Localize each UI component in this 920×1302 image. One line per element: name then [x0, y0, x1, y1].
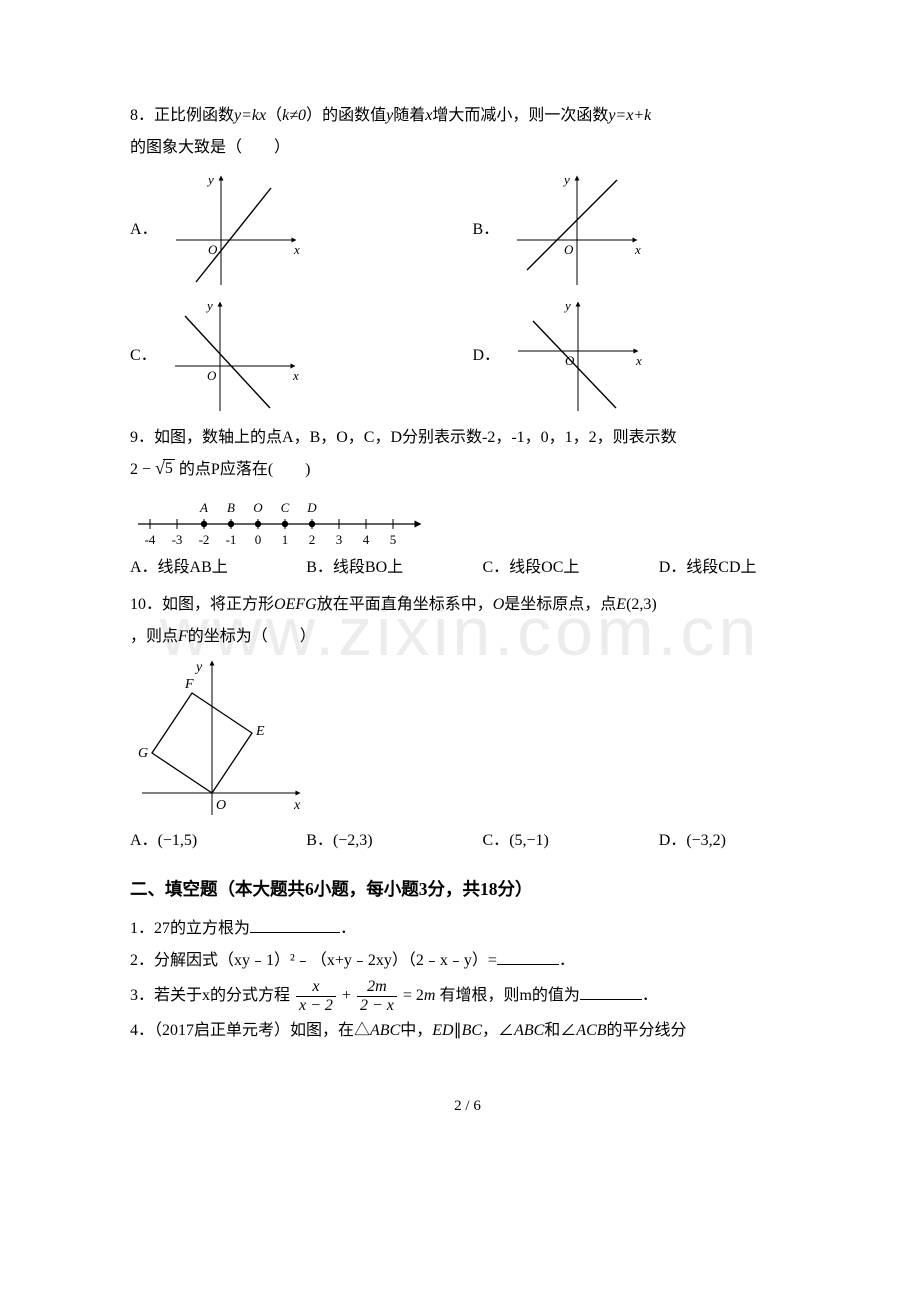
q10-stem-l1: 10．如图，将正方形OEFG放在平面直角坐标系中，O是坐标原点，点E(2,3): [130, 589, 805, 621]
svg-text:1: 1: [282, 532, 289, 547]
q10-options: A．(−1,5) B．(−2,3) C．(5,−1) D．(−3,2): [130, 827, 805, 856]
q10-opt-d: D．(−3,2): [659, 827, 805, 856]
sqrt-icon: √5: [155, 459, 175, 478]
q8-opt-a: A． x y O: [130, 170, 463, 290]
svg-text:O: O: [564, 242, 574, 257]
q10-opt-c: C．(5,−1): [483, 827, 629, 856]
fill-4: 4．（2017启正单元考）如图，在△ABC中，ED∥BC，∠ABC和∠ACB的平…: [130, 1015, 805, 1047]
svg-text:0: 0: [255, 532, 262, 547]
q8-graph-c: x y O: [165, 296, 305, 416]
q8-graph-b: x y O: [507, 170, 647, 290]
q8-graph-a: x y O: [166, 170, 306, 290]
q8-stem: 8．正比例函数y=kx（k≠0）的函数值y随着x增大而减小，则一次函数y=x+k…: [130, 100, 805, 164]
svg-text:O: O: [207, 368, 217, 383]
q8-opt-c: C． x y O: [130, 296, 463, 416]
svg-text:x: x: [635, 353, 642, 368]
blank-input: [497, 949, 559, 965]
q8-row2: C． x y O D． x: [130, 296, 805, 416]
svg-text:O: O: [208, 242, 218, 257]
question-8: 8．正比例函数y=kx（k≠0）的函数值y随着x增大而减小，则一次函数y=x+k…: [130, 100, 805, 416]
svg-text:y: y: [206, 172, 214, 187]
q9-opt-b: B．线段BO上: [306, 554, 452, 583]
fill-1: 1．27的立方根为．: [130, 913, 805, 945]
q9-options: A．线段AB上 B．线段BO上 C．线段OC上 D．线段CD上: [130, 554, 805, 583]
svg-text:y: y: [205, 298, 213, 313]
section-2-heading: 二、填空题（本大题共6小题，每小题3分，共18分）: [130, 874, 805, 906]
svg-text:y: y: [562, 172, 570, 187]
svg-text:F: F: [184, 677, 194, 692]
svg-text:A: A: [199, 500, 208, 515]
fraction: 2m2 − x: [357, 979, 397, 1014]
blank-input: [580, 984, 642, 1000]
svg-text:-2: -2: [199, 532, 210, 547]
q10-opt-b: B．(−2,3): [306, 827, 452, 856]
svg-text:3: 3: [336, 532, 343, 547]
q10-opt-a: A．(−1,5): [130, 827, 276, 856]
svg-text:x: x: [293, 242, 300, 257]
q9-stem-l1: 9．如图，数轴上的点A，B，O，C，D分别表示数-2，-1，0，1，2，则表示数: [130, 422, 805, 454]
svg-text:2: 2: [309, 532, 316, 547]
svg-text:-3: -3: [172, 532, 183, 547]
question-10: 10．如图，将正方形OEFG放在平面直角坐标系中，O是坐标原点，点E(2,3) …: [130, 589, 805, 856]
q9-opt-c: C．线段OC上: [483, 554, 629, 583]
svg-text:-1: -1: [226, 532, 237, 547]
svg-text:4: 4: [363, 532, 370, 547]
svg-text:G: G: [138, 746, 148, 761]
svg-text:O: O: [216, 798, 226, 813]
q8-number: 8．: [130, 107, 154, 124]
svg-text:x: x: [634, 242, 641, 257]
q10-stem-l2: ，则点F的坐标为（ ）: [130, 621, 805, 653]
svg-text:B: B: [227, 500, 235, 515]
svg-text:y: y: [563, 298, 571, 313]
svg-text:C: C: [281, 500, 290, 515]
svg-text:5: 5: [390, 532, 397, 547]
svg-text:-4: -4: [145, 532, 156, 547]
q8-row1: A． x y O B． x: [130, 170, 805, 290]
fill-3: 3．若关于x的分式方程 xx − 2 + 2m2 − x = 2m 有增根，则m…: [130, 977, 805, 1015]
q8-graph-d: x y O: [508, 296, 648, 416]
blank-input: [250, 917, 340, 933]
q10-figure: x y O E F G: [130, 653, 805, 823]
q9-numberline: -4 -3 -2 -1 0 1 2 3 4 5 A B O C D: [130, 492, 805, 550]
q9-number: 9．: [130, 429, 154, 446]
fraction: xx − 2: [296, 979, 336, 1014]
question-9: 9．如图，数轴上的点A，B，O，C，D分别表示数-2，-1，0，1，2，则表示数…: [130, 422, 805, 583]
q8-opt-d: D． x y O: [473, 296, 806, 416]
q10-number: 10．: [130, 596, 162, 613]
svg-text:D: D: [306, 500, 317, 515]
q9-opt-a: A．线段AB上: [130, 554, 276, 583]
fill-2: 2．分解因式（xy﹣1）²﹣（x+y﹣2xy）（2﹣x﹣y）=．: [130, 945, 805, 977]
svg-text:O: O: [253, 500, 263, 515]
svg-text:x: x: [293, 798, 301, 813]
q9-stem-l2: 2 − √5 的点P应落在( ): [130, 454, 805, 486]
q8-opt-b: B． x y O: [473, 170, 806, 290]
svg-text:y: y: [194, 660, 203, 675]
svg-text:E: E: [255, 724, 265, 739]
page-number: 2 / 6: [130, 1093, 805, 1120]
svg-text:x: x: [292, 368, 299, 383]
q9-opt-d: D．线段CD上: [659, 554, 805, 583]
